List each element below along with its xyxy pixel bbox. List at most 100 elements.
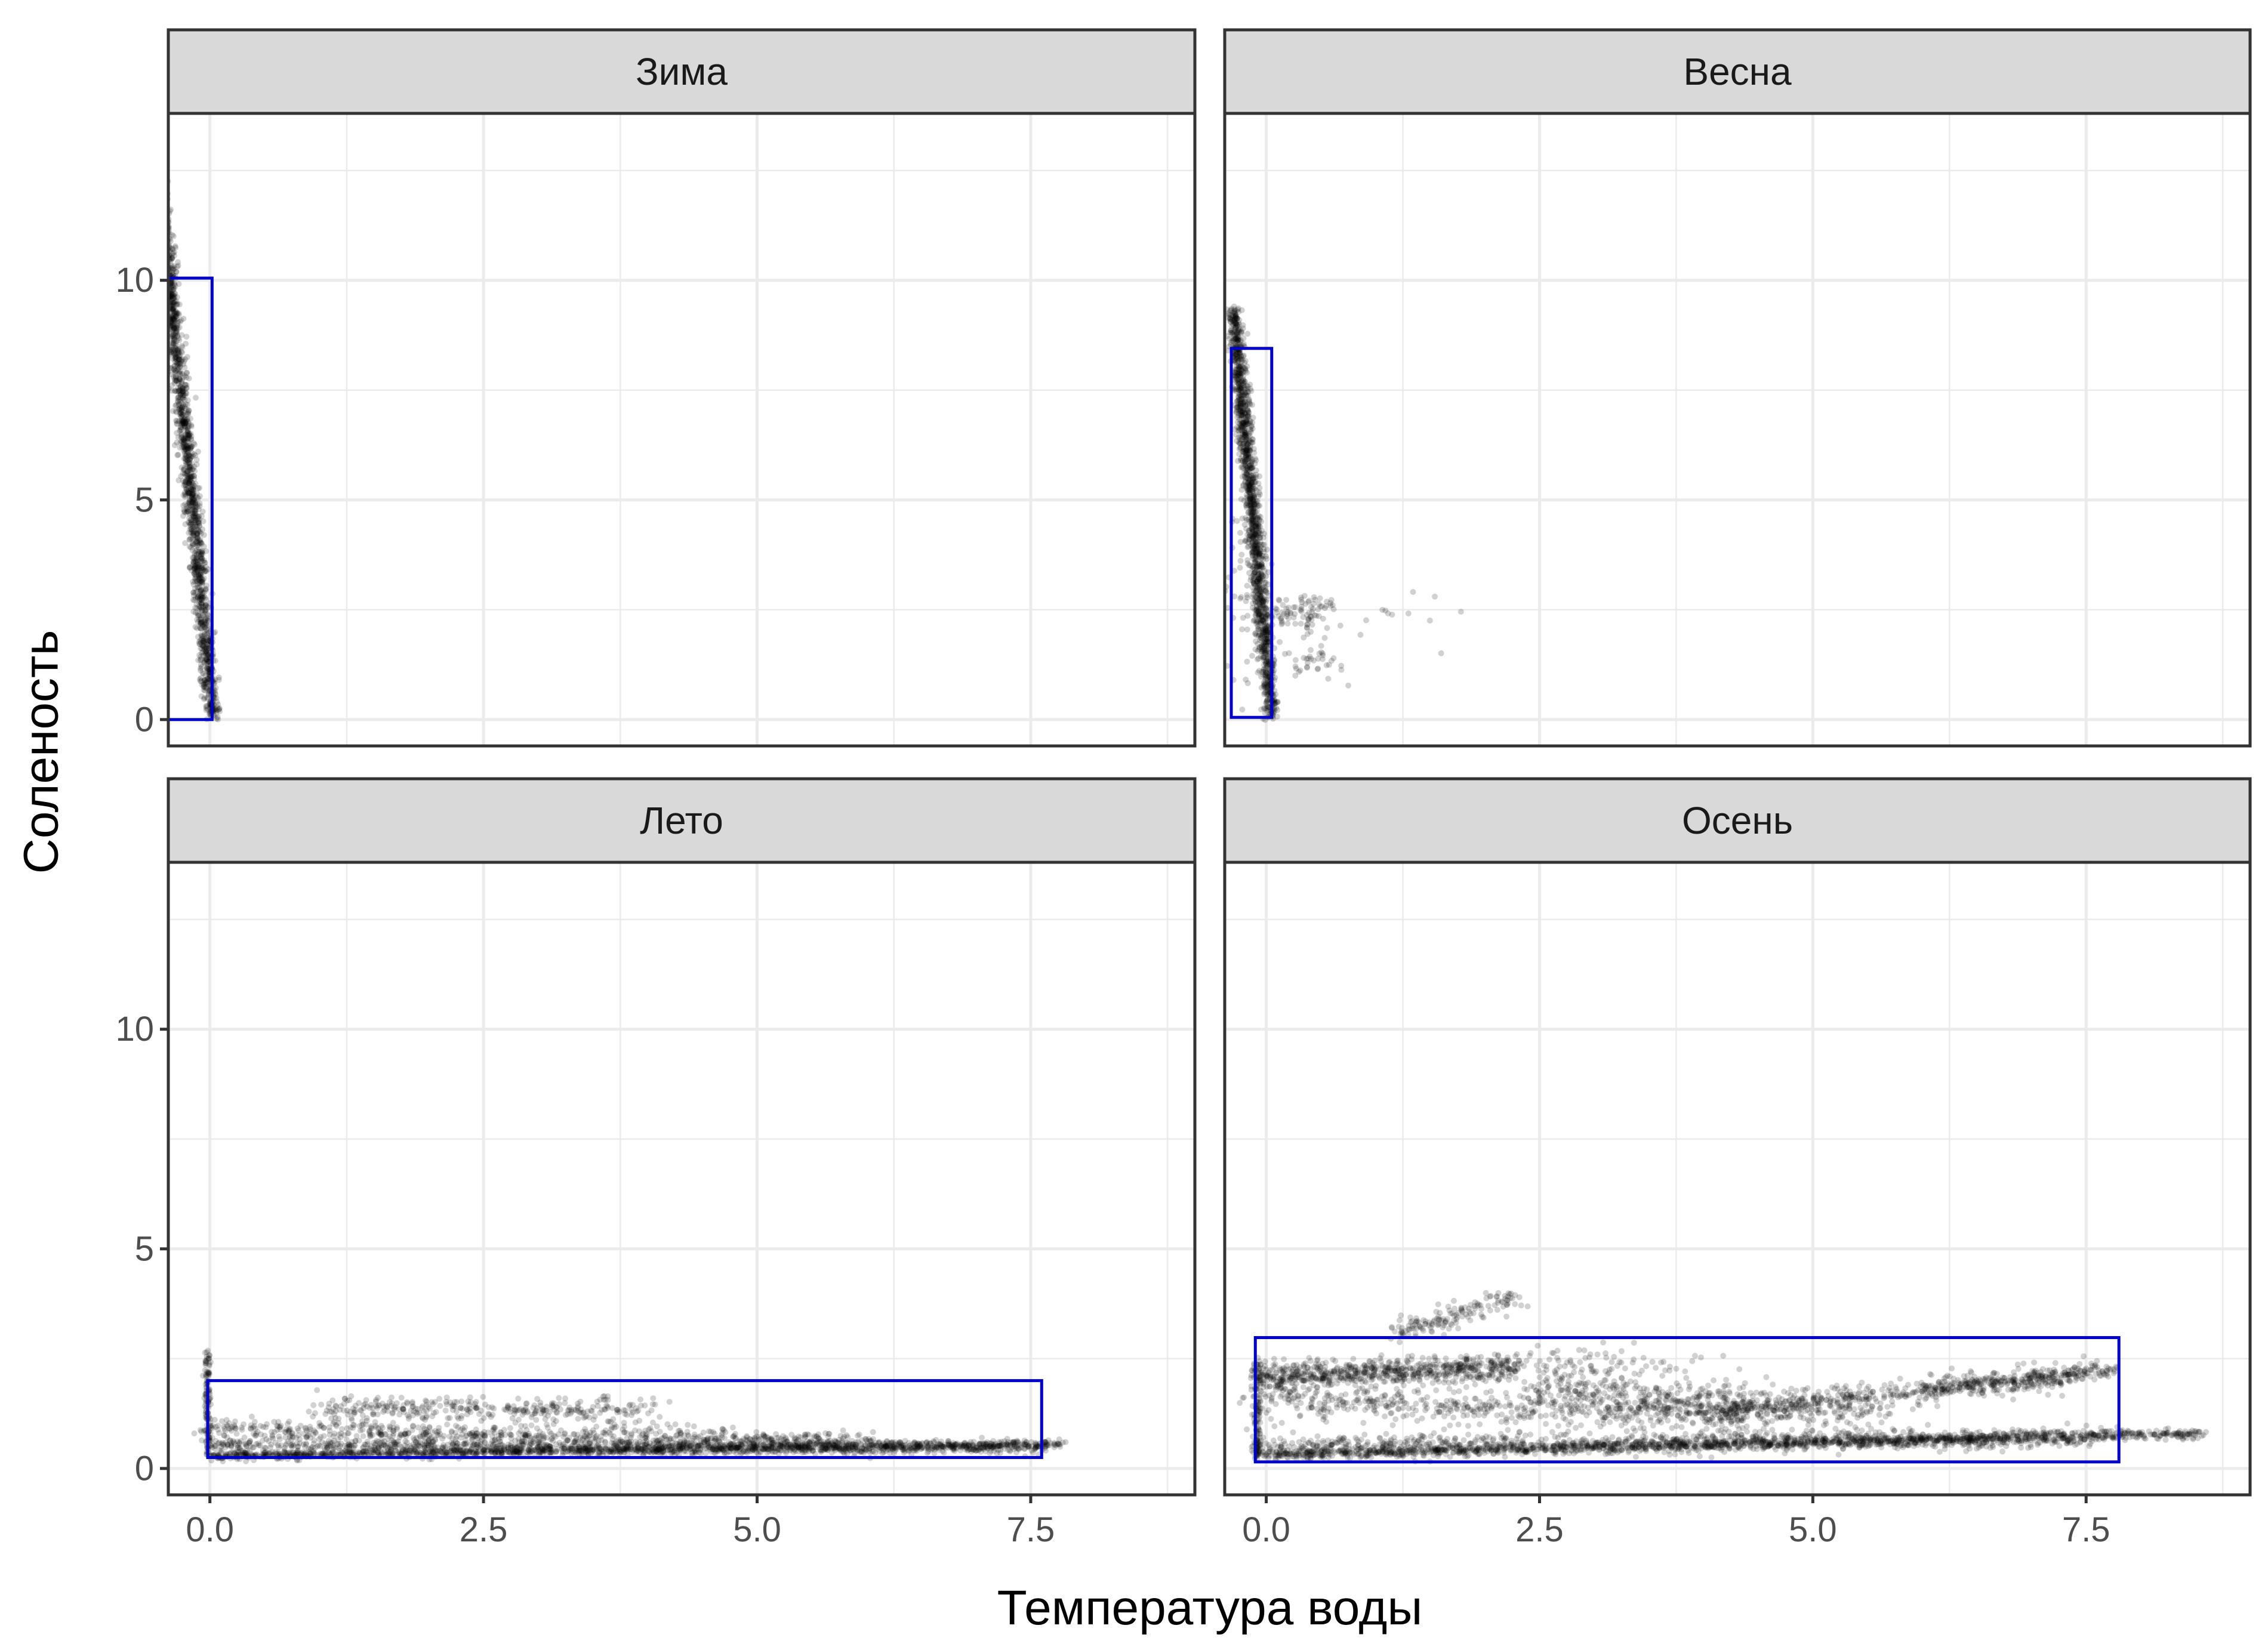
data-point bbox=[182, 418, 189, 425]
data-point bbox=[728, 1445, 735, 1452]
data-point bbox=[182, 443, 189, 449]
data-point bbox=[191, 565, 198, 571]
data-point bbox=[1255, 522, 1261, 528]
data-point bbox=[1247, 437, 1253, 444]
data-point bbox=[615, 1448, 621, 1455]
data-point bbox=[1246, 482, 1252, 489]
data-point bbox=[1255, 583, 1261, 590]
data-point bbox=[1239, 382, 1246, 388]
data-point bbox=[1250, 605, 1256, 611]
data-point bbox=[1249, 425, 1256, 432]
data-point bbox=[1263, 606, 1269, 612]
data-point bbox=[185, 489, 192, 496]
data-point bbox=[175, 350, 181, 356]
data-point bbox=[196, 573, 202, 579]
data-point bbox=[204, 703, 210, 710]
data-point bbox=[1238, 368, 1244, 374]
data-point bbox=[1244, 613, 1251, 619]
data-point bbox=[204, 615, 211, 621]
data-point bbox=[591, 1447, 597, 1453]
data-point bbox=[752, 1444, 759, 1450]
data-point bbox=[1249, 548, 1256, 554]
data-point bbox=[1247, 482, 1254, 488]
data-point bbox=[199, 581, 205, 587]
data-point bbox=[1250, 579, 1257, 586]
data-point bbox=[684, 1441, 691, 1448]
data-point bbox=[173, 343, 180, 349]
data-point bbox=[1239, 420, 1246, 427]
data-point bbox=[186, 431, 193, 438]
data-point bbox=[1246, 487, 1252, 494]
data-point bbox=[160, 157, 166, 163]
data-point bbox=[1319, 656, 1326, 662]
data-point bbox=[170, 320, 176, 326]
data-point bbox=[1253, 539, 1260, 545]
data-point bbox=[159, 188, 165, 194]
data-point bbox=[159, 178, 165, 184]
data-point bbox=[205, 675, 211, 681]
data-point bbox=[1228, 307, 1235, 313]
data-point bbox=[174, 338, 180, 344]
data-point bbox=[182, 434, 189, 441]
data-point bbox=[1235, 387, 1242, 393]
data-point bbox=[1250, 446, 1257, 452]
data-point bbox=[1243, 526, 1250, 532]
data-point bbox=[1253, 501, 1260, 507]
data-point bbox=[1292, 610, 1298, 617]
data-point bbox=[1247, 577, 1254, 584]
data-point bbox=[186, 478, 193, 485]
data-point bbox=[1261, 666, 1268, 673]
data-point bbox=[190, 482, 196, 488]
data-point bbox=[1234, 518, 1240, 525]
data-point bbox=[1265, 653, 1271, 659]
data-point bbox=[185, 490, 191, 496]
data-point bbox=[1241, 429, 1248, 436]
data-point bbox=[331, 1450, 338, 1457]
data-point bbox=[168, 314, 175, 321]
data-point bbox=[889, 1446, 896, 1452]
data-point bbox=[1264, 546, 1270, 553]
data-point bbox=[1233, 320, 1240, 327]
data-point bbox=[197, 570, 204, 577]
data-point bbox=[1255, 626, 1261, 633]
data-point bbox=[1240, 357, 1246, 363]
data-point bbox=[183, 510, 190, 516]
data-point bbox=[186, 496, 193, 503]
data-point bbox=[183, 401, 189, 408]
data-point bbox=[1241, 427, 1248, 434]
data-point bbox=[1247, 465, 1253, 471]
data-point bbox=[196, 520, 202, 526]
data-point bbox=[1252, 502, 1258, 509]
data-point bbox=[1243, 484, 1250, 491]
data-point bbox=[176, 337, 183, 344]
data-point bbox=[156, 239, 162, 245]
data-point bbox=[192, 558, 199, 565]
data-point bbox=[1250, 572, 1256, 579]
data-point bbox=[1278, 618, 1285, 624]
data-point bbox=[181, 437, 187, 444]
data-point bbox=[1242, 378, 1248, 385]
data-point bbox=[174, 394, 181, 401]
data-point bbox=[215, 674, 222, 681]
data-point bbox=[1235, 350, 1242, 356]
data-point bbox=[198, 593, 204, 599]
data-point bbox=[184, 454, 191, 461]
data-point bbox=[1241, 448, 1247, 454]
data-point bbox=[170, 346, 176, 353]
data-point bbox=[203, 620, 209, 627]
data-point bbox=[1238, 440, 1244, 446]
data-point bbox=[1238, 383, 1244, 390]
data-point bbox=[186, 422, 192, 429]
data-point bbox=[1261, 662, 1267, 668]
data-point bbox=[190, 440, 197, 446]
data-point bbox=[201, 683, 207, 689]
data-point bbox=[188, 502, 195, 509]
data-point bbox=[180, 394, 186, 401]
data-point bbox=[198, 555, 205, 562]
data-point bbox=[1240, 419, 1246, 425]
data-point bbox=[174, 359, 181, 366]
data-point bbox=[156, 226, 162, 232]
data-point bbox=[188, 526, 195, 532]
data-point bbox=[1261, 643, 1267, 649]
